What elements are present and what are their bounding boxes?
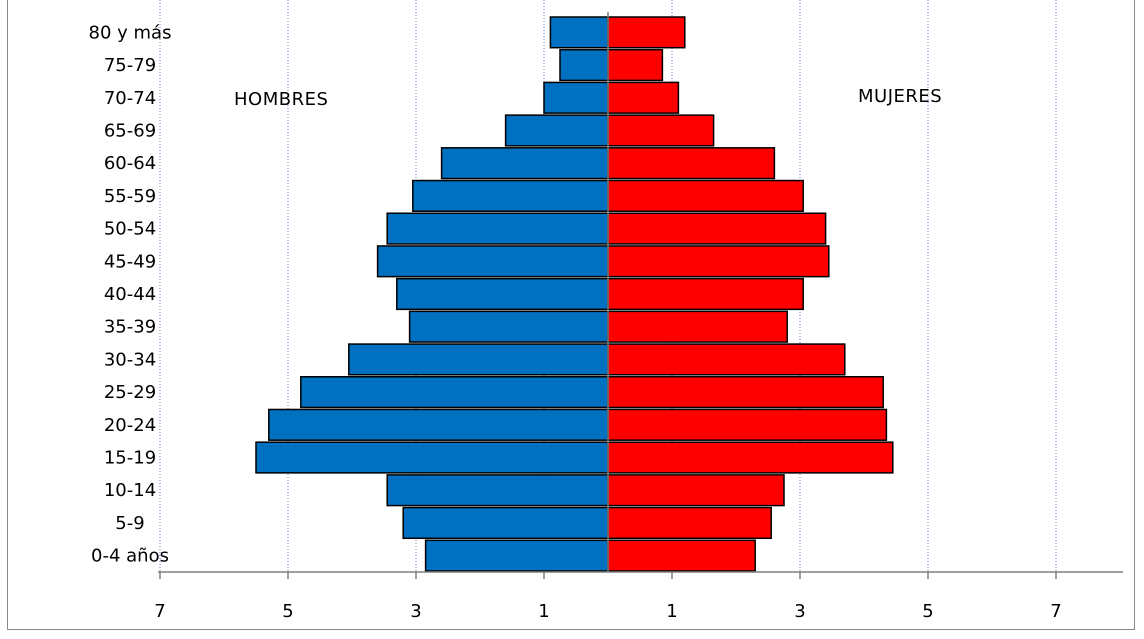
bar-mujeres-10	[607, 343, 846, 376]
x-tick-label-5: 3	[794, 601, 805, 622]
bar-hombres-5	[412, 179, 609, 212]
x-tick-label-1: 5	[282, 601, 293, 622]
category-label-13: 15-19	[104, 448, 156, 469]
bar-hombres-4	[440, 147, 609, 180]
category-label-1: 75-79	[104, 55, 156, 76]
bar-hombres-2	[543, 81, 609, 114]
category-label-4: 60-64	[104, 153, 156, 174]
category-label-9: 35-39	[104, 317, 156, 338]
category-labels: 80 y más 75-79 70-74 65-69 60-64 55-59 50-54 45…	[89, 22, 172, 566]
x-axis: 7 5 3 1 1 3 5 7	[154, 12, 1123, 622]
bar-mujeres-3	[607, 114, 715, 147]
bars	[255, 16, 894, 572]
bar-mujeres-13	[607, 441, 894, 474]
bar-mujeres-12	[607, 408, 888, 441]
category-label-7: 45-49	[104, 251, 156, 272]
chart-frame: 7 5 3 1 1 3 5 7 80 y más 75-79 70-74 65-69 60-64 55-…	[7, 0, 1135, 630]
category-label-8: 40-44	[104, 284, 156, 305]
x-tick-label-6: 5	[922, 601, 933, 622]
bar-hombres-1	[559, 48, 609, 82]
category-label-10: 30-34	[104, 349, 156, 370]
bar-hombres-9	[408, 310, 609, 343]
bar-hombres-3	[504, 114, 609, 147]
category-label-6: 50-54	[104, 219, 156, 240]
bar-mujeres-5	[607, 179, 804, 212]
bar-mujeres-8	[607, 277, 804, 311]
category-label-12: 20-24	[104, 415, 156, 436]
bar-mujeres-2	[607, 81, 680, 114]
bar-mujeres-15	[607, 506, 772, 540]
bar-mujeres-16	[607, 539, 756, 572]
category-label-15: 5-9	[115, 513, 144, 534]
bar-hombres-15	[402, 506, 609, 540]
series-label-mujeres: MUJERES	[858, 86, 942, 107]
category-label-2: 70-74	[104, 88, 156, 109]
bar-hombres-6	[386, 212, 609, 245]
population-pyramid-chart: 7 5 3 1 1 3 5 7 80 y más 75-79 70-74 65-69 60-64 55-…	[89, 0, 1123, 622]
bar-mujeres-4	[607, 147, 776, 180]
category-label-3: 65-69	[104, 120, 156, 141]
x-tick-label-2: 3	[410, 601, 421, 622]
x-tick-label-0: 7	[154, 601, 165, 622]
category-label-14: 10-14	[104, 480, 156, 501]
series-label-hombres: HOMBRES	[234, 89, 328, 110]
bar-hombres-16	[424, 539, 609, 572]
bar-hombres-14	[386, 474, 609, 507]
bar-hombres-11	[300, 376, 609, 409]
category-label-5: 55-59	[104, 186, 156, 207]
bar-mujeres-11	[607, 376, 884, 409]
x-tick-label-7: 7	[1050, 601, 1061, 622]
bar-hombres-13	[255, 441, 609, 474]
bar-mujeres-14	[607, 474, 785, 507]
category-label-11: 25-29	[104, 382, 156, 403]
category-label-0: 80 y más	[89, 22, 172, 43]
bar-hombres-8	[396, 277, 609, 311]
x-tick-label-3: 1	[538, 601, 549, 622]
category-label-16: 0-4 años	[91, 546, 169, 567]
bar-mujeres-9	[607, 310, 788, 343]
bar-mujeres-6	[607, 212, 827, 245]
bar-mujeres-0	[607, 16, 686, 49]
bar-hombres-10	[348, 343, 609, 376]
x-tick-label-4: 1	[666, 601, 677, 622]
bar-hombres-0	[549, 16, 609, 49]
bar-mujeres-1	[607, 48, 664, 82]
bar-mujeres-7	[607, 245, 830, 278]
bar-hombres-12	[268, 408, 609, 441]
bar-hombres-7	[376, 245, 609, 278]
